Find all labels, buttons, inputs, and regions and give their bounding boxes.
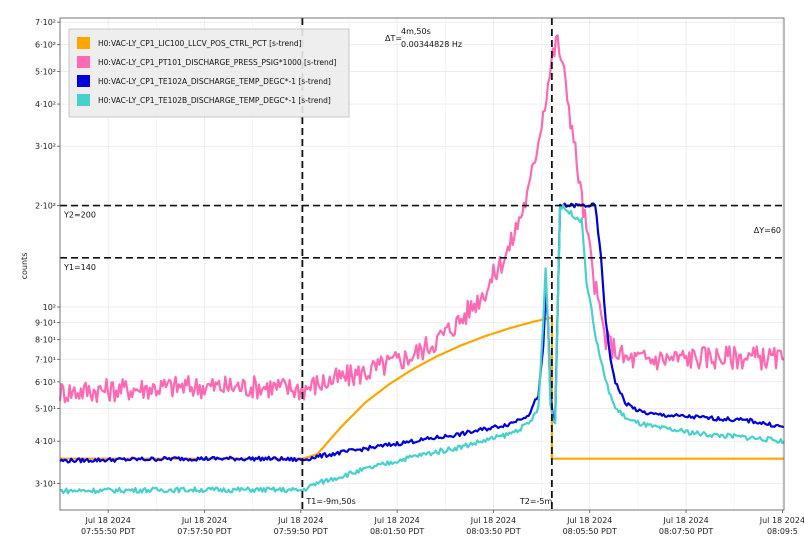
y-tick-label: 8·10¹ bbox=[35, 336, 56, 345]
x-tick-label-date: Jul 18 2024 bbox=[759, 516, 804, 525]
x-tick-label-date: Jul 18 2024 bbox=[277, 516, 323, 525]
x-tick-label-time: 07:57:50 PDT bbox=[177, 527, 231, 536]
legend: H0:VAC-LY_CP1_LIC100_LLCV_POS_CTRL_PCT [… bbox=[68, 28, 350, 118]
legend-entry-label: H0:VAC-LY_CP1_TE102B_DISCHARGE_TEMP_DEGC… bbox=[98, 96, 331, 105]
x-tick-label-date: Jul 18 2024 bbox=[85, 516, 131, 525]
cursors: Y2=200 Y1=140 T1=-9m,50s T2=-5m ΔT=4m,50s 0.0… bbox=[60, 18, 784, 510]
y-tick-label: 2·10² bbox=[35, 202, 56, 211]
y-axis-ticks: 3·10¹ 4·10¹ 5·10¹ 6·10¹ 7·10¹ 8·10¹ 9·10¹ 10² 2·… bbox=[35, 18, 60, 488]
x-tick-label-time: 08:05:50 PDT bbox=[563, 527, 617, 536]
x-tick-label-time: 08:09:5 bbox=[767, 527, 798, 536]
x-tick-label-time: 08:03:50 PDT bbox=[466, 527, 520, 536]
y-tick-label: 6·10² bbox=[35, 41, 56, 50]
x-tick-label-date: Jul 18 2024 bbox=[662, 516, 708, 525]
series-line-3 bbox=[59, 202, 785, 464]
x-tick-label-time: 08:07:50 PDT bbox=[659, 527, 713, 536]
y-tick-label: 10² bbox=[43, 303, 56, 312]
x-tick-label-time: 07:55:50 PDT bbox=[81, 527, 135, 536]
x-tick-label-date: Jul 18 2024 bbox=[373, 516, 419, 525]
x-tick-label-time: 07:59:50 PDT bbox=[274, 527, 328, 536]
delta-t-value: 4m,50s bbox=[401, 27, 431, 36]
x-cursor-label: T1=-9m,50s bbox=[305, 497, 355, 506]
legend-entry-label: H0:VAC-LY_CP1_LIC100_LLCV_POS_CTRL_PCT [… bbox=[98, 39, 302, 48]
series-line-2 bbox=[58, 34, 785, 404]
y-tick-label: 9·10¹ bbox=[35, 318, 56, 327]
legend-swatch bbox=[77, 75, 90, 87]
x-tick-label-date: Jul 18 2024 bbox=[470, 516, 516, 525]
x-tick-label-date: Jul 18 2024 bbox=[566, 516, 612, 525]
y-tick-label: 3·10² bbox=[35, 142, 56, 151]
series-line-4 bbox=[59, 204, 785, 495]
y-tick-label: 5·10² bbox=[35, 67, 56, 76]
delta-t-frequency: 0.00344828 Hz bbox=[401, 40, 462, 49]
y-tick-label: 7·10² bbox=[35, 18, 56, 27]
legend-swatch bbox=[77, 56, 90, 68]
x-axis-ticks: Jul 18 2024 07:55:50 PDT Jul 18 2024 07:57:… bbox=[81, 510, 804, 536]
y-tick-label: 6·10¹ bbox=[35, 378, 56, 387]
y-cursor-label: Y1=140 bbox=[63, 263, 96, 272]
x-tick-label-date: Jul 18 2024 bbox=[181, 516, 227, 525]
plot-frame bbox=[59, 17, 785, 511]
y-tick-label: 5·10¹ bbox=[35, 405, 56, 414]
series-group bbox=[58, 34, 785, 495]
y-tick-label: 4·10¹ bbox=[35, 437, 56, 446]
y-tick-label: 4·10² bbox=[35, 100, 56, 109]
x-cursor-label: T2=-5m bbox=[519, 497, 553, 506]
y-axis-label: counts bbox=[20, 253, 29, 280]
legend-box bbox=[68, 28, 350, 118]
legend-entry-label: H0:VAC-LY_CP1_PT101_DISCHARGE_PRESS_PSIG… bbox=[98, 58, 337, 67]
delta-t-label: ΔT= bbox=[385, 34, 402, 43]
x-tick-label-time: 08:01:50 PDT bbox=[370, 527, 424, 536]
y-tick-label: 3·10¹ bbox=[35, 479, 56, 488]
y-cursor-label: Y2=200 bbox=[63, 211, 96, 220]
legend-swatch bbox=[77, 94, 90, 106]
delta-y-label: ΔY=60 bbox=[754, 226, 781, 235]
legend-swatch bbox=[77, 37, 90, 49]
legend-entry-label: H0:VAC-LY_CP1_TE102A_DISCHARGE_TEMP_DEGC… bbox=[98, 77, 331, 86]
y-tick-label: 7·10¹ bbox=[35, 355, 56, 364]
